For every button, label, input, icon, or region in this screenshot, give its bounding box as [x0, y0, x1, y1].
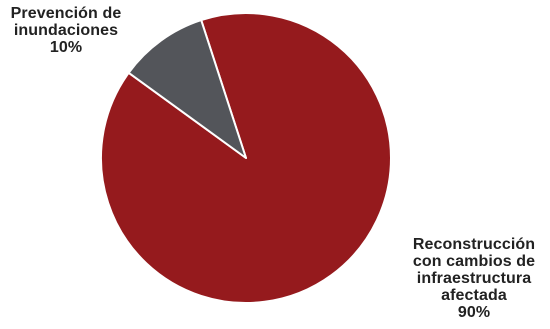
slice-label-line: Prevención de — [10, 5, 122, 22]
slice-label-prevencion: Prevención de inundaciones 10% — [0, 5, 132, 56]
slice-label-line: con cambios de — [412, 253, 536, 270]
slice-label-reconstruccion: Reconstrucción con cambios de infraestru… — [398, 236, 550, 321]
slice-percent-label: 10% — [49, 39, 83, 56]
slice-label-line: Reconstrucción — [412, 236, 536, 253]
slice-label-line: infraestructura — [416, 270, 532, 287]
pie-slice-prevencion — [127, 19, 247, 159]
slice-percent-label: 90% — [457, 304, 491, 321]
slice-label-line: inundaciones — [13, 22, 119, 39]
slice-label-line: afectada — [441, 287, 507, 304]
pie-slices — [99, 12, 392, 304]
